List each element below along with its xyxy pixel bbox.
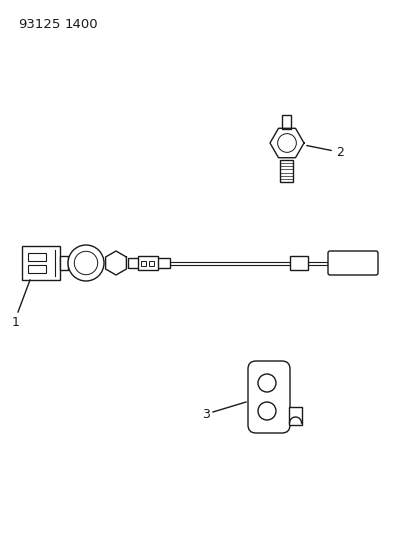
Bar (60, 256, 68, 270)
Bar (128, 258, 170, 268)
Bar (141, 261, 146, 265)
FancyBboxPatch shape (247, 361, 289, 433)
Circle shape (257, 402, 275, 420)
Text: 3: 3 (202, 408, 209, 421)
Text: 1400: 1400 (65, 18, 98, 31)
Circle shape (74, 251, 97, 274)
Circle shape (277, 134, 296, 152)
Bar (138, 256, 158, 270)
Bar (289, 256, 307, 270)
Bar (288, 407, 301, 425)
Text: 1: 1 (12, 316, 20, 329)
Bar (22, 246, 60, 280)
Bar (282, 115, 291, 129)
Bar (28, 265, 46, 273)
Bar (28, 253, 46, 261)
Circle shape (257, 374, 275, 392)
Bar (280, 160, 293, 182)
Bar (149, 261, 154, 265)
Polygon shape (269, 128, 303, 158)
Text: 93125: 93125 (18, 18, 60, 31)
Polygon shape (105, 251, 126, 275)
Text: 2: 2 (335, 146, 343, 158)
FancyBboxPatch shape (327, 251, 377, 275)
Circle shape (68, 245, 104, 281)
